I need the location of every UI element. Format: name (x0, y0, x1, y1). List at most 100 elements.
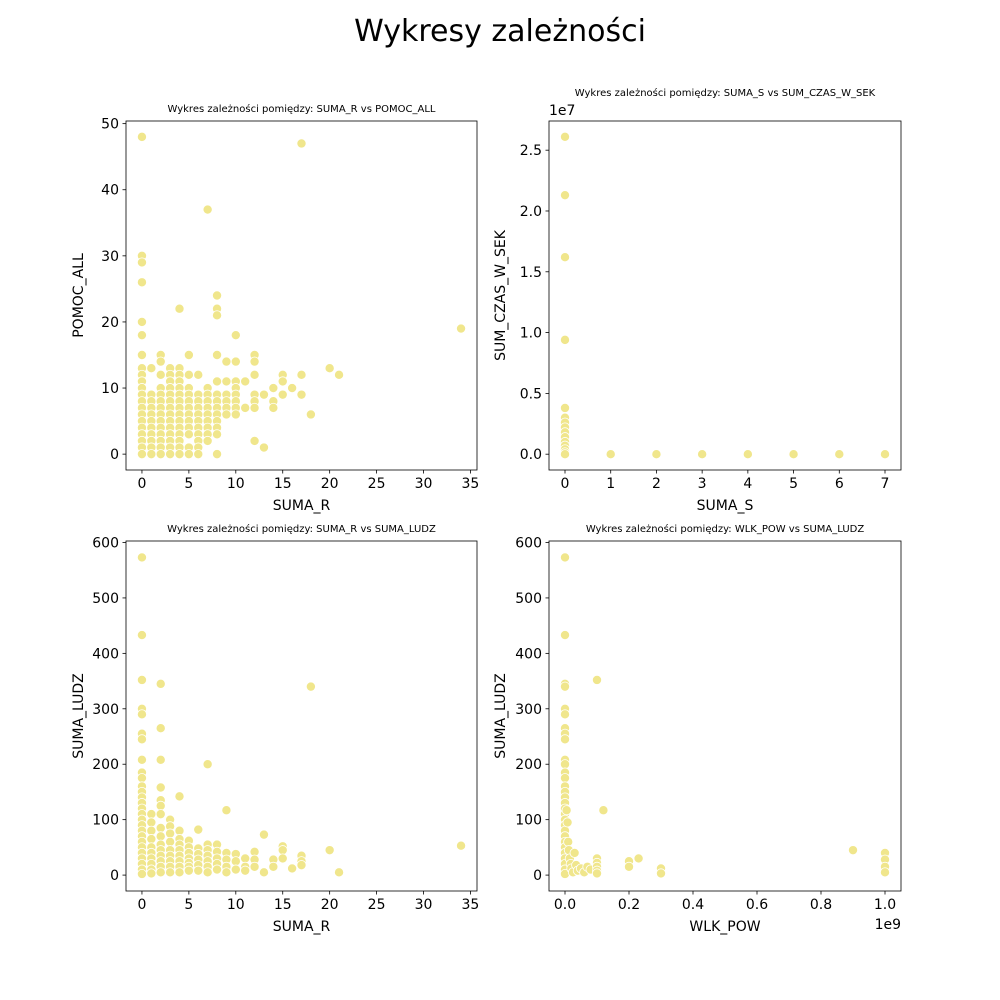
y-tick-label: 1.5 (520, 265, 542, 281)
data-point (136, 754, 147, 765)
data-point (249, 861, 260, 872)
x-tick-label: 5 (789, 476, 798, 492)
data-point (324, 363, 335, 374)
data-point (183, 349, 194, 360)
x-tick-label: 0 (137, 476, 146, 492)
data-point (456, 840, 467, 851)
data-point (296, 860, 307, 871)
scatter-points (560, 131, 891, 460)
y-tick-label: 0 (110, 447, 119, 463)
data-point (202, 867, 213, 878)
data-point (605, 449, 616, 460)
data-point (146, 834, 157, 845)
data-point (560, 681, 571, 692)
data-point (136, 449, 147, 460)
x-tick-label: 7 (881, 476, 890, 492)
data-point (193, 865, 204, 876)
data-point (221, 805, 232, 816)
y-tick-label: 0.0 (520, 447, 542, 463)
data-point (249, 356, 260, 367)
data-point (562, 817, 573, 828)
x-tick-label: 2 (652, 476, 661, 492)
x-tick-label: 25 (368, 897, 386, 913)
x-tick-label: 35 (462, 476, 480, 492)
data-point (277, 853, 288, 864)
x-offset-label: 1e9 (875, 917, 901, 933)
data-point (136, 630, 147, 641)
data-point (221, 867, 232, 878)
data-point (183, 449, 194, 460)
x-tick-label: 3 (698, 476, 707, 492)
data-point (212, 376, 223, 387)
data-point (305, 681, 316, 692)
data-point (136, 131, 147, 142)
data-point (146, 363, 157, 374)
data-point (155, 782, 166, 793)
y-tick-label: 500 (92, 591, 119, 607)
x-tick-label: 5 (184, 476, 193, 492)
data-point (240, 853, 251, 864)
data-point (165, 867, 176, 878)
data-point (136, 257, 147, 268)
x-tick-label: 5 (184, 897, 193, 913)
x-tick-label: 0.2 (618, 897, 640, 913)
data-point (136, 868, 147, 879)
data-point (174, 791, 185, 802)
data-point (155, 754, 166, 765)
data-point (742, 449, 753, 460)
data-point (230, 409, 241, 420)
data-point (268, 402, 279, 413)
subplot-title: Wykres zależności pomiędzy: WLK_POW vs S… (586, 523, 865, 535)
data-point (165, 449, 176, 460)
data-point (230, 856, 241, 867)
data-point (202, 759, 213, 770)
data-point (193, 824, 204, 835)
y-tick-label: 600 (515, 535, 542, 551)
data-point (202, 435, 213, 446)
data-point (240, 402, 251, 413)
data-point (136, 349, 147, 360)
data-point (136, 330, 147, 341)
y-axis-label: POMOC_ALL (71, 253, 87, 338)
figure-title: Wykresy zależności (354, 14, 646, 49)
subplot-title: Wykres zależności pomiędzy: SUMA_R vs SU… (167, 523, 436, 535)
data-point (165, 836, 176, 847)
data-point (788, 449, 799, 460)
data-point (651, 449, 662, 460)
data-point (155, 800, 166, 811)
data-point (193, 369, 204, 380)
data-point (230, 864, 241, 875)
data-point (560, 402, 571, 413)
data-point (230, 330, 241, 341)
data-point (174, 867, 185, 878)
data-point (258, 442, 269, 453)
data-point (277, 376, 288, 387)
data-point (560, 630, 571, 641)
data-point (268, 383, 279, 394)
data-point (146, 817, 157, 828)
y-tick-label: 300 (92, 702, 119, 718)
data-point (656, 868, 667, 879)
x-tick-label: 0 (137, 897, 146, 913)
data-point (258, 829, 269, 840)
data-point (155, 678, 166, 689)
data-point (230, 356, 241, 367)
data-point (560, 252, 571, 263)
chart-1: 0 5 10 15 20 25 30 35 0 10 20 30 40 50 Wykres zależnoś… (71, 103, 479, 514)
data-point (592, 868, 603, 879)
y-tick-label: 2.5 (520, 143, 542, 159)
data-point (183, 429, 194, 440)
data-point (249, 369, 260, 380)
y-axis-label: SUMA_LUDZ (71, 673, 87, 759)
data-point (561, 805, 572, 816)
data-point (136, 552, 147, 563)
scatter-points (560, 552, 891, 879)
data-point (146, 868, 157, 879)
x-axis-label: SUMA_S (697, 498, 754, 514)
x-tick-label: 0.8 (810, 897, 832, 913)
data-point (146, 809, 157, 820)
data-point (249, 435, 260, 446)
x-tick-label: 0.6 (746, 897, 768, 913)
data-point (155, 449, 166, 460)
